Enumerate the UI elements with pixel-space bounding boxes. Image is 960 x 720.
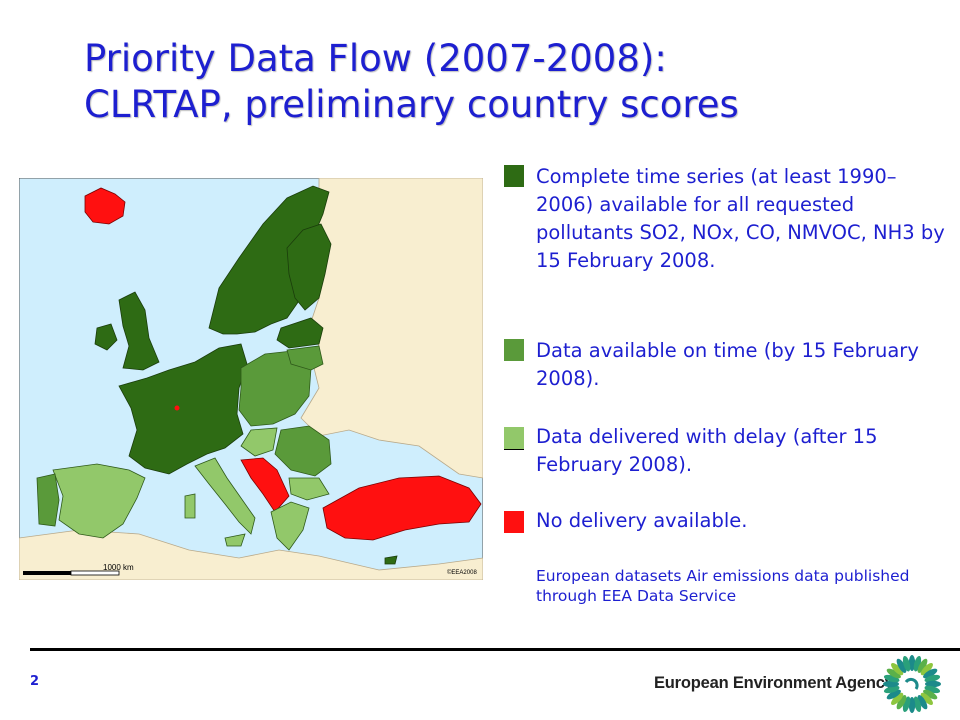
map-region-finland xyxy=(286,223,332,311)
map-region-turkey xyxy=(322,475,482,541)
logo-petal xyxy=(920,663,933,676)
legend-label-no-delivery: No delivery available. xyxy=(536,509,748,532)
europe-map: 1000 km ©EEA2008 xyxy=(19,178,483,580)
map-region-hungary xyxy=(240,427,278,457)
map-region-balkans xyxy=(240,457,290,513)
map-scale-bar: 1000 km xyxy=(23,563,134,576)
slide-title-line-2: CLRTAP, preliminary country scores xyxy=(84,83,739,126)
map-region-sicily xyxy=(224,533,246,547)
slide-title: Priority Data Flow (2007-2008): CLRTAP, … xyxy=(84,36,944,128)
legend-label-complete: Complete time series (at least 1990–2006… xyxy=(536,165,945,272)
legend-label-on-time: Data available on time (by 15 February 2… xyxy=(536,339,919,390)
map-marker xyxy=(174,405,180,411)
map-region-greece xyxy=(270,501,310,551)
map-region-italy xyxy=(194,457,256,535)
map-region-romania xyxy=(274,425,332,477)
logo-petal xyxy=(923,689,938,700)
legend-label-delayed: Data delivered with delay (after 15 Febr… xyxy=(536,425,878,476)
logo-petal xyxy=(908,655,916,671)
footer-divider xyxy=(30,648,960,651)
map-region-iceland xyxy=(84,187,126,225)
map-scale-label: 1000 km xyxy=(103,563,134,572)
logo-petal xyxy=(920,692,933,705)
logo-petal xyxy=(917,658,928,673)
logo-petal xyxy=(886,668,901,679)
logo-petal xyxy=(883,685,900,694)
page-number: 2 xyxy=(30,674,40,689)
logo-petal xyxy=(924,674,941,683)
logo-petal xyxy=(925,680,941,688)
legend-swatch-delayed xyxy=(504,427,524,450)
logo-petal xyxy=(913,696,922,713)
agency-name: European Environment Agency xyxy=(654,674,894,692)
logo-petal xyxy=(923,668,938,679)
logo-petal xyxy=(886,689,901,700)
logo-petal xyxy=(917,695,928,710)
map-region-ireland xyxy=(94,323,118,351)
logo-petal xyxy=(891,663,904,676)
map-region-baltics xyxy=(276,317,324,349)
map-region-sardinia xyxy=(184,493,196,519)
map-region-cyprus xyxy=(384,555,398,565)
map-region-portugal xyxy=(36,473,60,527)
map-region-western-europe xyxy=(118,343,248,475)
logo-petal xyxy=(883,680,899,688)
legend-swatch-on-time xyxy=(504,339,524,361)
map-region-uk xyxy=(118,291,160,371)
map-copyright: ©EEA2008 xyxy=(447,569,477,576)
logo-petal xyxy=(896,658,907,673)
logo-petal xyxy=(896,695,907,710)
eea-logo-icon xyxy=(883,655,941,713)
logo-petal xyxy=(891,692,904,705)
slide-title-line-1: Priority Data Flow (2007-2008): xyxy=(84,37,667,80)
logo-petal xyxy=(908,697,916,713)
legend-swatch-complete xyxy=(504,165,524,187)
legend-swatch-no-delivery xyxy=(504,511,524,533)
map-region-africa xyxy=(19,529,483,580)
map-region-baltic-states xyxy=(286,345,324,371)
source-note: European datasets Air emissions data pub… xyxy=(536,567,910,605)
map-region-bulgaria xyxy=(288,477,330,501)
map-region-east xyxy=(300,178,483,479)
logo-petal xyxy=(902,655,911,672)
map-region-spain xyxy=(52,463,146,539)
